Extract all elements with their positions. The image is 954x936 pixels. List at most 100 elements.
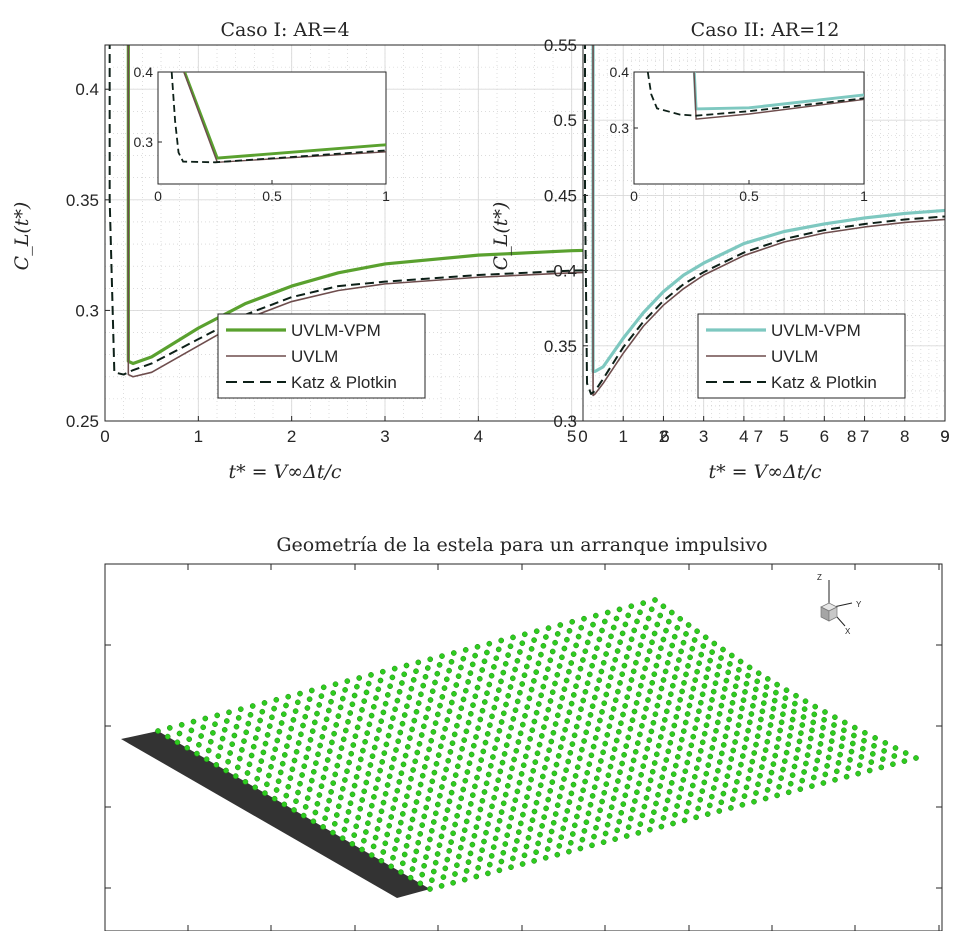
wake-particle bbox=[668, 780, 675, 786]
wake-particle bbox=[811, 711, 818, 718]
wake-particle bbox=[589, 703, 596, 710]
wake-particle bbox=[774, 792, 780, 799]
wake-particle bbox=[275, 778, 282, 785]
wake-particle bbox=[258, 758, 265, 764]
wake-particle bbox=[254, 775, 261, 782]
wake-particle bbox=[686, 702, 693, 709]
wake-particle bbox=[613, 737, 620, 744]
wake-particle bbox=[839, 735, 846, 742]
x-tick-label: 9 bbox=[940, 427, 949, 446]
wake-particle bbox=[602, 830, 609, 837]
wake-particle bbox=[353, 823, 360, 830]
wake-particle bbox=[535, 791, 542, 797]
wake-particle bbox=[497, 768, 504, 775]
wake-particle bbox=[683, 671, 689, 678]
wake-particle bbox=[326, 748, 333, 755]
wake-particle bbox=[637, 609, 643, 616]
wake-particle bbox=[770, 705, 777, 712]
wake-particle bbox=[402, 802, 408, 808]
wake-particle bbox=[703, 722, 710, 729]
wake-particle bbox=[368, 802, 375, 809]
wake-particle bbox=[706, 802, 713, 809]
wake-particle bbox=[663, 757, 670, 763]
wake-particle bbox=[488, 672, 495, 679]
wake-particle bbox=[271, 795, 278, 802]
wake-particle bbox=[510, 716, 517, 722]
wake-particle bbox=[691, 773, 698, 780]
wake-particle bbox=[450, 879, 456, 886]
wake-particle bbox=[432, 720, 439, 726]
wake-particle bbox=[279, 760, 286, 767]
wake-particle bbox=[667, 651, 673, 657]
wake-particle bbox=[461, 827, 468, 834]
wake-particle bbox=[726, 764, 733, 771]
wake-particle bbox=[570, 651, 577, 658]
wake-particle bbox=[384, 782, 391, 788]
wake-particle bbox=[397, 819, 404, 826]
wake-particle bbox=[503, 701, 509, 708]
wake-particle bbox=[752, 686, 759, 693]
wake-particle bbox=[637, 682, 644, 689]
wake-particle bbox=[378, 718, 385, 725]
y-tick-label: 0.35 bbox=[66, 191, 99, 210]
wake-particle bbox=[583, 729, 590, 736]
wake-particle bbox=[725, 669, 732, 676]
wake-particle bbox=[462, 647, 469, 653]
wake-particle bbox=[425, 705, 432, 712]
wake-particle bbox=[569, 831, 576, 837]
wake-particle bbox=[363, 829, 369, 835]
wake-particle bbox=[397, 729, 404, 736]
wake-particle bbox=[427, 836, 433, 843]
wake-particle bbox=[590, 743, 597, 750]
series-line-katz-plotkin bbox=[584, 45, 945, 395]
wake-particle bbox=[653, 751, 660, 758]
wake-particle bbox=[790, 708, 797, 715]
wake-particle bbox=[804, 752, 811, 758]
wake-particle bbox=[486, 640, 493, 647]
wake-particle bbox=[448, 789, 455, 796]
wake-particle bbox=[262, 790, 268, 796]
wake-particle bbox=[361, 837, 367, 844]
wake-particle bbox=[450, 830, 456, 837]
x-tick-label: 0 bbox=[100, 427, 109, 446]
wake-particle bbox=[845, 765, 852, 772]
y-tick-label: 0.5 bbox=[553, 111, 577, 130]
wake-particle bbox=[285, 783, 292, 790]
wake-particle bbox=[435, 752, 442, 758]
wake-particle bbox=[306, 786, 313, 793]
wake-particle bbox=[551, 770, 558, 777]
wake-particle bbox=[528, 776, 534, 783]
wake-particle bbox=[720, 646, 726, 653]
wake-particle bbox=[366, 811, 373, 818]
legend-entry: UVLM-VPM bbox=[291, 321, 381, 340]
wake-particle bbox=[531, 678, 537, 684]
wake-particle bbox=[401, 851, 408, 858]
wake-particle bbox=[332, 681, 339, 688]
wake-particle bbox=[342, 687, 348, 693]
wake-particle bbox=[575, 633, 582, 640]
wake-particle bbox=[386, 822, 393, 829]
wake-particle bbox=[340, 736, 347, 743]
x-tick-label: 7 bbox=[860, 427, 869, 446]
wake-particle bbox=[726, 716, 732, 723]
wake-particle bbox=[812, 766, 819, 772]
wake-particle bbox=[746, 664, 753, 671]
wake-particle bbox=[661, 717, 668, 723]
wake-particle bbox=[461, 876, 468, 883]
wake-particle bbox=[559, 695, 566, 701]
wake-particle bbox=[324, 806, 330, 813]
wake-particle bbox=[610, 624, 617, 631]
wake-particle bbox=[866, 767, 873, 774]
wake-particle bbox=[617, 769, 623, 776]
wake-particle bbox=[604, 732, 611, 738]
wake-particle bbox=[166, 725, 173, 731]
wake-particle bbox=[502, 791, 509, 798]
wake-particle bbox=[688, 742, 695, 749]
wake-particle bbox=[469, 841, 476, 848]
wake-particle bbox=[800, 714, 807, 720]
wake-particle bbox=[739, 801, 746, 808]
wake-particle bbox=[498, 678, 504, 685]
wake-particle bbox=[785, 789, 792, 796]
wake-particle bbox=[699, 691, 706, 698]
wake-particle bbox=[399, 860, 406, 867]
